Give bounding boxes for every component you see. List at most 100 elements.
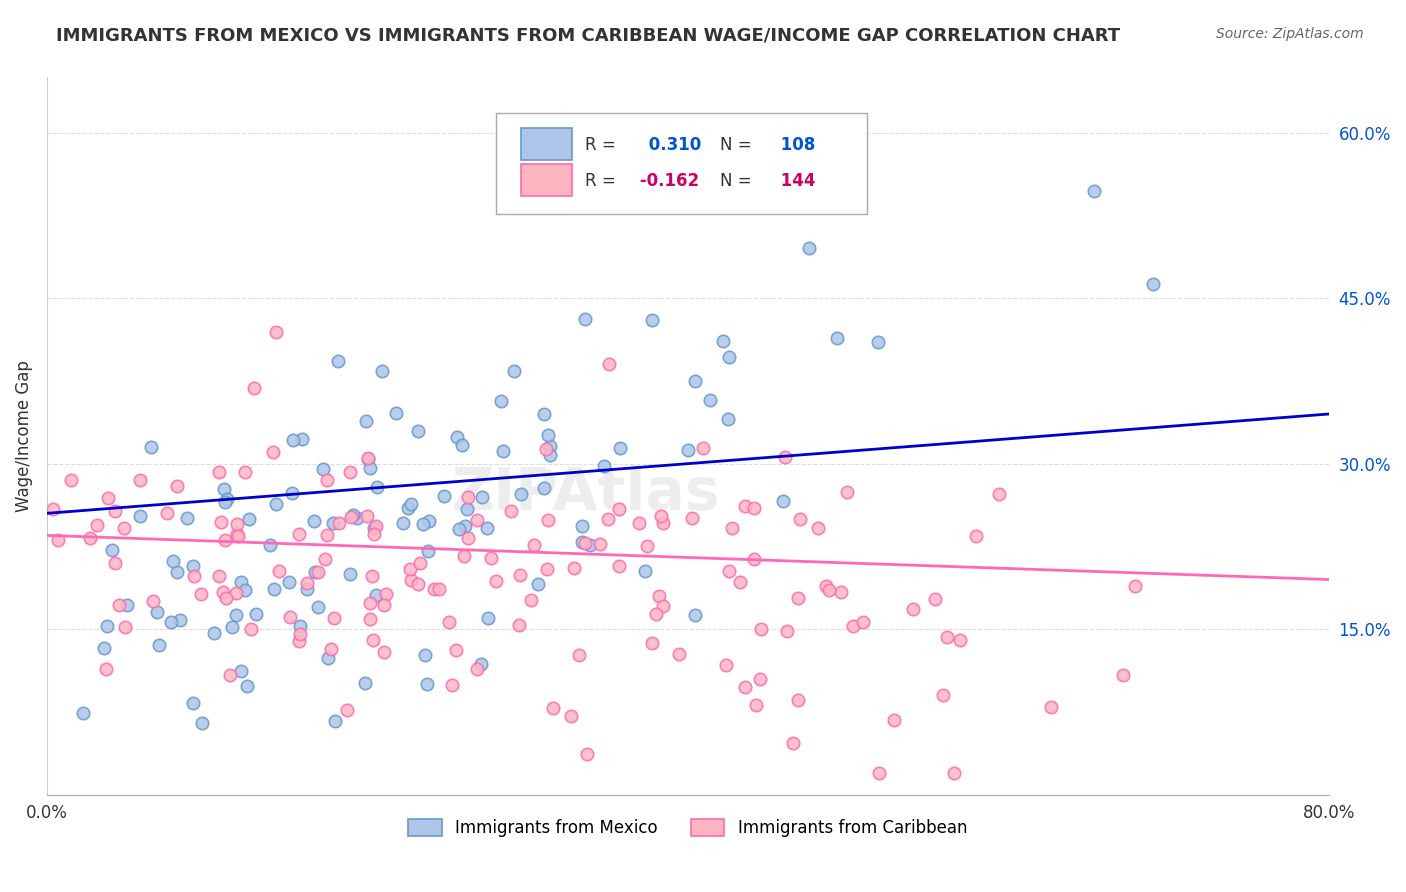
Point bbox=[782, 735, 804, 749]
Point bbox=[475, 521, 498, 535]
Point bbox=[295, 576, 318, 591]
Point bbox=[652, 599, 675, 613]
Point bbox=[427, 582, 450, 596]
Point bbox=[391, 516, 413, 530]
Point bbox=[129, 509, 152, 524]
Point bbox=[360, 568, 382, 582]
FancyBboxPatch shape bbox=[522, 128, 572, 160]
Point bbox=[363, 632, 385, 647]
Point bbox=[114, 619, 136, 633]
Point bbox=[354, 414, 377, 428]
Point bbox=[371, 364, 394, 378]
Point bbox=[115, 598, 138, 612]
Point bbox=[883, 713, 905, 727]
Point bbox=[176, 511, 198, 525]
Point bbox=[96, 619, 118, 633]
Point bbox=[537, 428, 560, 442]
Point bbox=[936, 630, 959, 644]
Point bbox=[607, 558, 630, 573]
Point bbox=[215, 591, 238, 606]
Point bbox=[817, 582, 839, 597]
Point bbox=[589, 537, 612, 551]
Point bbox=[94, 662, 117, 676]
Point bbox=[339, 465, 361, 479]
Point bbox=[457, 490, 479, 504]
Point bbox=[375, 587, 398, 601]
Point bbox=[571, 535, 593, 549]
Point bbox=[681, 511, 703, 525]
Point bbox=[717, 412, 740, 426]
Point bbox=[609, 441, 631, 455]
Point bbox=[363, 520, 385, 534]
Point bbox=[837, 485, 859, 500]
Point bbox=[574, 311, 596, 326]
Point bbox=[416, 677, 439, 691]
Point bbox=[652, 516, 675, 530]
Point bbox=[509, 487, 531, 501]
Point bbox=[538, 439, 561, 453]
Point bbox=[233, 465, 256, 479]
Point bbox=[277, 574, 299, 589]
Point bbox=[447, 522, 470, 536]
Point bbox=[1083, 184, 1105, 198]
Point bbox=[543, 701, 565, 715]
Point bbox=[342, 508, 364, 522]
Point bbox=[965, 529, 987, 543]
Text: N =: N = bbox=[720, 172, 751, 190]
Point bbox=[263, 582, 285, 596]
Point bbox=[212, 482, 235, 496]
FancyBboxPatch shape bbox=[495, 113, 868, 214]
Point bbox=[749, 622, 772, 636]
Point bbox=[574, 536, 596, 550]
Point bbox=[742, 551, 765, 566]
Point bbox=[366, 480, 388, 494]
Point bbox=[825, 331, 848, 345]
Point bbox=[406, 424, 429, 438]
Point bbox=[267, 565, 290, 579]
Point bbox=[628, 516, 651, 531]
Point bbox=[1112, 668, 1135, 682]
Point bbox=[79, 531, 101, 545]
Point bbox=[295, 582, 318, 596]
Point bbox=[720, 521, 742, 535]
Point bbox=[484, 574, 506, 588]
Point bbox=[233, 582, 256, 597]
Text: 108: 108 bbox=[775, 136, 815, 153]
Point bbox=[229, 664, 252, 678]
Point bbox=[156, 506, 179, 520]
Point bbox=[385, 406, 408, 420]
Point bbox=[412, 517, 434, 532]
Point bbox=[399, 573, 422, 587]
Point bbox=[307, 600, 329, 615]
Point bbox=[323, 611, 346, 625]
Point bbox=[146, 606, 169, 620]
Point bbox=[128, 473, 150, 487]
Point bbox=[734, 681, 756, 695]
Point bbox=[571, 519, 593, 533]
Point bbox=[359, 612, 381, 626]
Point bbox=[987, 487, 1010, 501]
Point bbox=[398, 562, 420, 576]
Point bbox=[181, 696, 204, 710]
Point bbox=[373, 598, 395, 612]
Point bbox=[307, 565, 329, 579]
Point bbox=[321, 642, 343, 657]
Point bbox=[399, 497, 422, 511]
Point bbox=[208, 568, 231, 582]
Point bbox=[357, 450, 380, 465]
Point bbox=[773, 450, 796, 464]
Point bbox=[183, 569, 205, 583]
Point bbox=[166, 479, 188, 493]
Point bbox=[245, 607, 267, 622]
Point bbox=[807, 521, 830, 535]
Point bbox=[433, 489, 456, 503]
Point bbox=[789, 512, 811, 526]
Point bbox=[238, 512, 260, 526]
Point bbox=[714, 658, 737, 673]
Point bbox=[742, 501, 765, 516]
Point bbox=[221, 620, 243, 634]
Text: R =: R = bbox=[585, 136, 616, 153]
Text: R =: R = bbox=[585, 172, 616, 190]
Point bbox=[214, 533, 236, 547]
Point bbox=[787, 693, 810, 707]
